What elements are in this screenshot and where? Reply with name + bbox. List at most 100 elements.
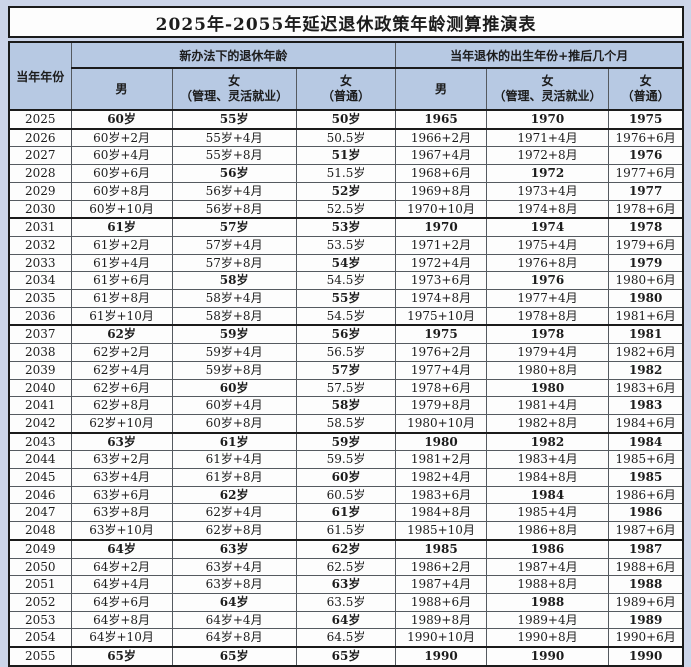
table-cell: 1966+2月 bbox=[395, 128, 487, 148]
table-cell: 62岁 bbox=[295, 538, 397, 559]
year-cell: 2036 bbox=[8, 306, 72, 326]
table-cell: 1971+4月 bbox=[485, 128, 610, 148]
table-row: 2038 62岁+2月 59岁+4月 56.5岁 1976+2月 1979+4月 1982+… bbox=[8, 343, 684, 362]
table-cell: 1970 bbox=[485, 109, 610, 130]
year-cell: 2039 bbox=[8, 360, 72, 380]
table-cell: 56岁 bbox=[171, 164, 297, 183]
table-cell: 1981+6月 bbox=[608, 306, 684, 326]
table-cell: 60岁+4月 bbox=[70, 146, 173, 166]
table-cell: 61岁+10月 bbox=[70, 306, 173, 326]
year-cell: 2040 bbox=[8, 378, 72, 398]
table-cell: 1984 bbox=[485, 485, 610, 505]
table-row: 2046 63岁+6月 62岁 60.5岁 1983+6月 1984 1986+6月 bbox=[8, 485, 684, 505]
table-cell: 1972+8月 bbox=[485, 146, 610, 166]
table-cell: 64岁+6月 bbox=[70, 592, 173, 612]
table-cell: 1972 bbox=[485, 164, 610, 183]
column-header-male-age: 男 bbox=[70, 67, 173, 111]
table-cell: 63岁+6月 bbox=[70, 485, 173, 505]
table-cell: 57岁 bbox=[171, 217, 297, 237]
year-cell: 2041 bbox=[8, 396, 72, 415]
table-cell: 60岁+8月 bbox=[70, 181, 173, 201]
year-cell: 2051 bbox=[8, 575, 72, 594]
table-cell: 1978 bbox=[485, 324, 610, 345]
table-cell: 1988+6月 bbox=[608, 557, 684, 577]
table-row: 2032 61岁+2月 57岁+4月 53.5岁 1971+2月 1975+4月 1979+… bbox=[8, 235, 684, 255]
table-cell: 56岁+4月 bbox=[171, 181, 297, 201]
year-cell: 2030 bbox=[8, 199, 72, 219]
table-cell: 1967+4月 bbox=[395, 146, 487, 166]
year-cell: 2050 bbox=[8, 557, 72, 577]
table-cell: 64岁+8月 bbox=[70, 610, 173, 630]
column-header-female-mgmt-birth: 女 （管理、灵活就业） bbox=[485, 67, 610, 111]
table-cell: 1976+6月 bbox=[608, 128, 684, 148]
table-cell: 58.5岁 bbox=[295, 413, 397, 434]
table-row: 2045 63岁+4月 61岁+8月 60岁 1982+4月 1984+8月 1985 bbox=[8, 468, 684, 487]
table-cell: 1977 bbox=[608, 181, 684, 201]
table-row: 2029 60岁+8月 56岁+4月 52岁 1969+8月 1973+4月 1977 bbox=[8, 181, 684, 201]
table-cell: 64岁+10月 bbox=[70, 628, 173, 648]
table-cell: 59岁+8月 bbox=[171, 360, 297, 380]
table-row: 2054 64岁+10月 64岁+8月 64.5岁 1990+10月 1990+8月 199… bbox=[8, 628, 684, 648]
table-cell: 1981+2月 bbox=[395, 450, 487, 470]
column-group-new-retirement-age: 新办法下的退休年龄 bbox=[70, 41, 397, 69]
table-cell: 1987+4月 bbox=[395, 575, 487, 594]
table-row: 2039 62岁+4月 59岁+8月 57岁 1977+4月 1980+8月 1982 bbox=[8, 360, 684, 380]
table-cell: 62岁+4月 bbox=[171, 503, 297, 523]
table-cell: 1981+4月 bbox=[485, 396, 610, 415]
table-cell: 1975 bbox=[608, 109, 684, 130]
table-cell: 1986+6月 bbox=[608, 485, 684, 505]
table-cell: 1980+6月 bbox=[608, 271, 684, 291]
table-cell: 59岁 bbox=[295, 431, 397, 452]
table-cell: 1974+8月 bbox=[395, 289, 487, 308]
table-cell: 60岁+10月 bbox=[70, 199, 173, 219]
table-row: 2040 62岁+6月 60岁 57.5岁 1978+6月 1980 1983+6月 bbox=[8, 378, 684, 398]
table-cell: 1986+8月 bbox=[485, 521, 610, 541]
table-row: 2051 64岁+4月 63岁+8月 63岁 1987+4月 1988+8月 1988 bbox=[8, 575, 684, 594]
table-cell: 55岁+8月 bbox=[171, 146, 297, 166]
table-cell: 62岁+4月 bbox=[70, 360, 173, 380]
table-cell: 1975 bbox=[395, 324, 487, 345]
table-row: 2033 61岁+4月 57岁+8月 54岁 1972+4月 1976+8月 1979 bbox=[8, 253, 684, 273]
table-cell: 52.5岁 bbox=[295, 199, 397, 219]
column-header-year: 当年年份 bbox=[8, 41, 72, 111]
table-cell: 63岁+10月 bbox=[70, 521, 173, 541]
table-cell: 51.5岁 bbox=[295, 164, 397, 183]
year-cell: 2027 bbox=[8, 146, 72, 166]
table-cell: 1970+10月 bbox=[395, 199, 487, 219]
table-cell: 60岁+2月 bbox=[70, 128, 173, 148]
table-cell: 60岁 bbox=[70, 109, 173, 130]
table-cell: 1989 bbox=[608, 610, 684, 630]
year-cell: 2037 bbox=[8, 324, 72, 345]
table-cell: 1987+4月 bbox=[485, 557, 610, 577]
title-bar: 2025年-2055年延迟退休政策年龄测算推演表 bbox=[8, 6, 684, 38]
table-row: 2041 62岁+8月 60岁+4月 58岁 1979+8月 1981+4月 1983 bbox=[8, 396, 684, 415]
table-cell: 1985 bbox=[608, 468, 684, 487]
table-cell: 65岁 bbox=[295, 646, 397, 667]
table-cell: 65岁 bbox=[70, 646, 173, 667]
table-row: 2037 62岁 59岁 56岁 1975 1978 1981 bbox=[8, 324, 684, 345]
table-cell: 54.5岁 bbox=[295, 306, 397, 326]
table-cell: 64岁+4月 bbox=[70, 575, 173, 594]
table-cell: 52岁 bbox=[295, 181, 397, 201]
year-cell: 2053 bbox=[8, 610, 72, 630]
table-cell: 1986 bbox=[608, 503, 684, 523]
table-cell: 1981 bbox=[608, 324, 684, 345]
header-sub-row: 男 女 （管理、灵活就业） 女 （普通） 男 女 （管理、灵活就业） 女 （普通… bbox=[9, 67, 684, 111]
table-cell: 1979+8月 bbox=[395, 396, 487, 415]
table-cell: 1988 bbox=[485, 592, 610, 612]
table-cell: 1982+8月 bbox=[485, 413, 610, 434]
column-header-female-mgmt-age: 女 （管理、灵活就业） bbox=[171, 67, 297, 111]
table-cell: 59岁+4月 bbox=[171, 343, 297, 362]
table-row: 2036 61岁+10月 58岁+8月 54.5岁 1975+10月 1978+8月 198… bbox=[8, 306, 684, 326]
table-cell: 1988 bbox=[608, 575, 684, 594]
table-row: 2047 63岁+8月 62岁+4月 61岁 1984+8月 1985+4月 1986 bbox=[8, 503, 684, 523]
table-cell: 1984 bbox=[608, 431, 684, 452]
table-cell: 1983+4月 bbox=[485, 450, 610, 470]
table-cell: 62岁+8月 bbox=[171, 521, 297, 541]
table-cell: 1986 bbox=[485, 538, 610, 559]
table-row: 2042 62岁+10月 60岁+8月 58.5岁 1980+10月 1982+8月 198… bbox=[8, 413, 684, 434]
table-cell: 1978+6月 bbox=[395, 378, 487, 398]
table-cell: 64岁+2月 bbox=[70, 557, 173, 577]
table-cell: 1989+4月 bbox=[485, 610, 610, 630]
table-cell: 55岁+4月 bbox=[171, 128, 297, 148]
